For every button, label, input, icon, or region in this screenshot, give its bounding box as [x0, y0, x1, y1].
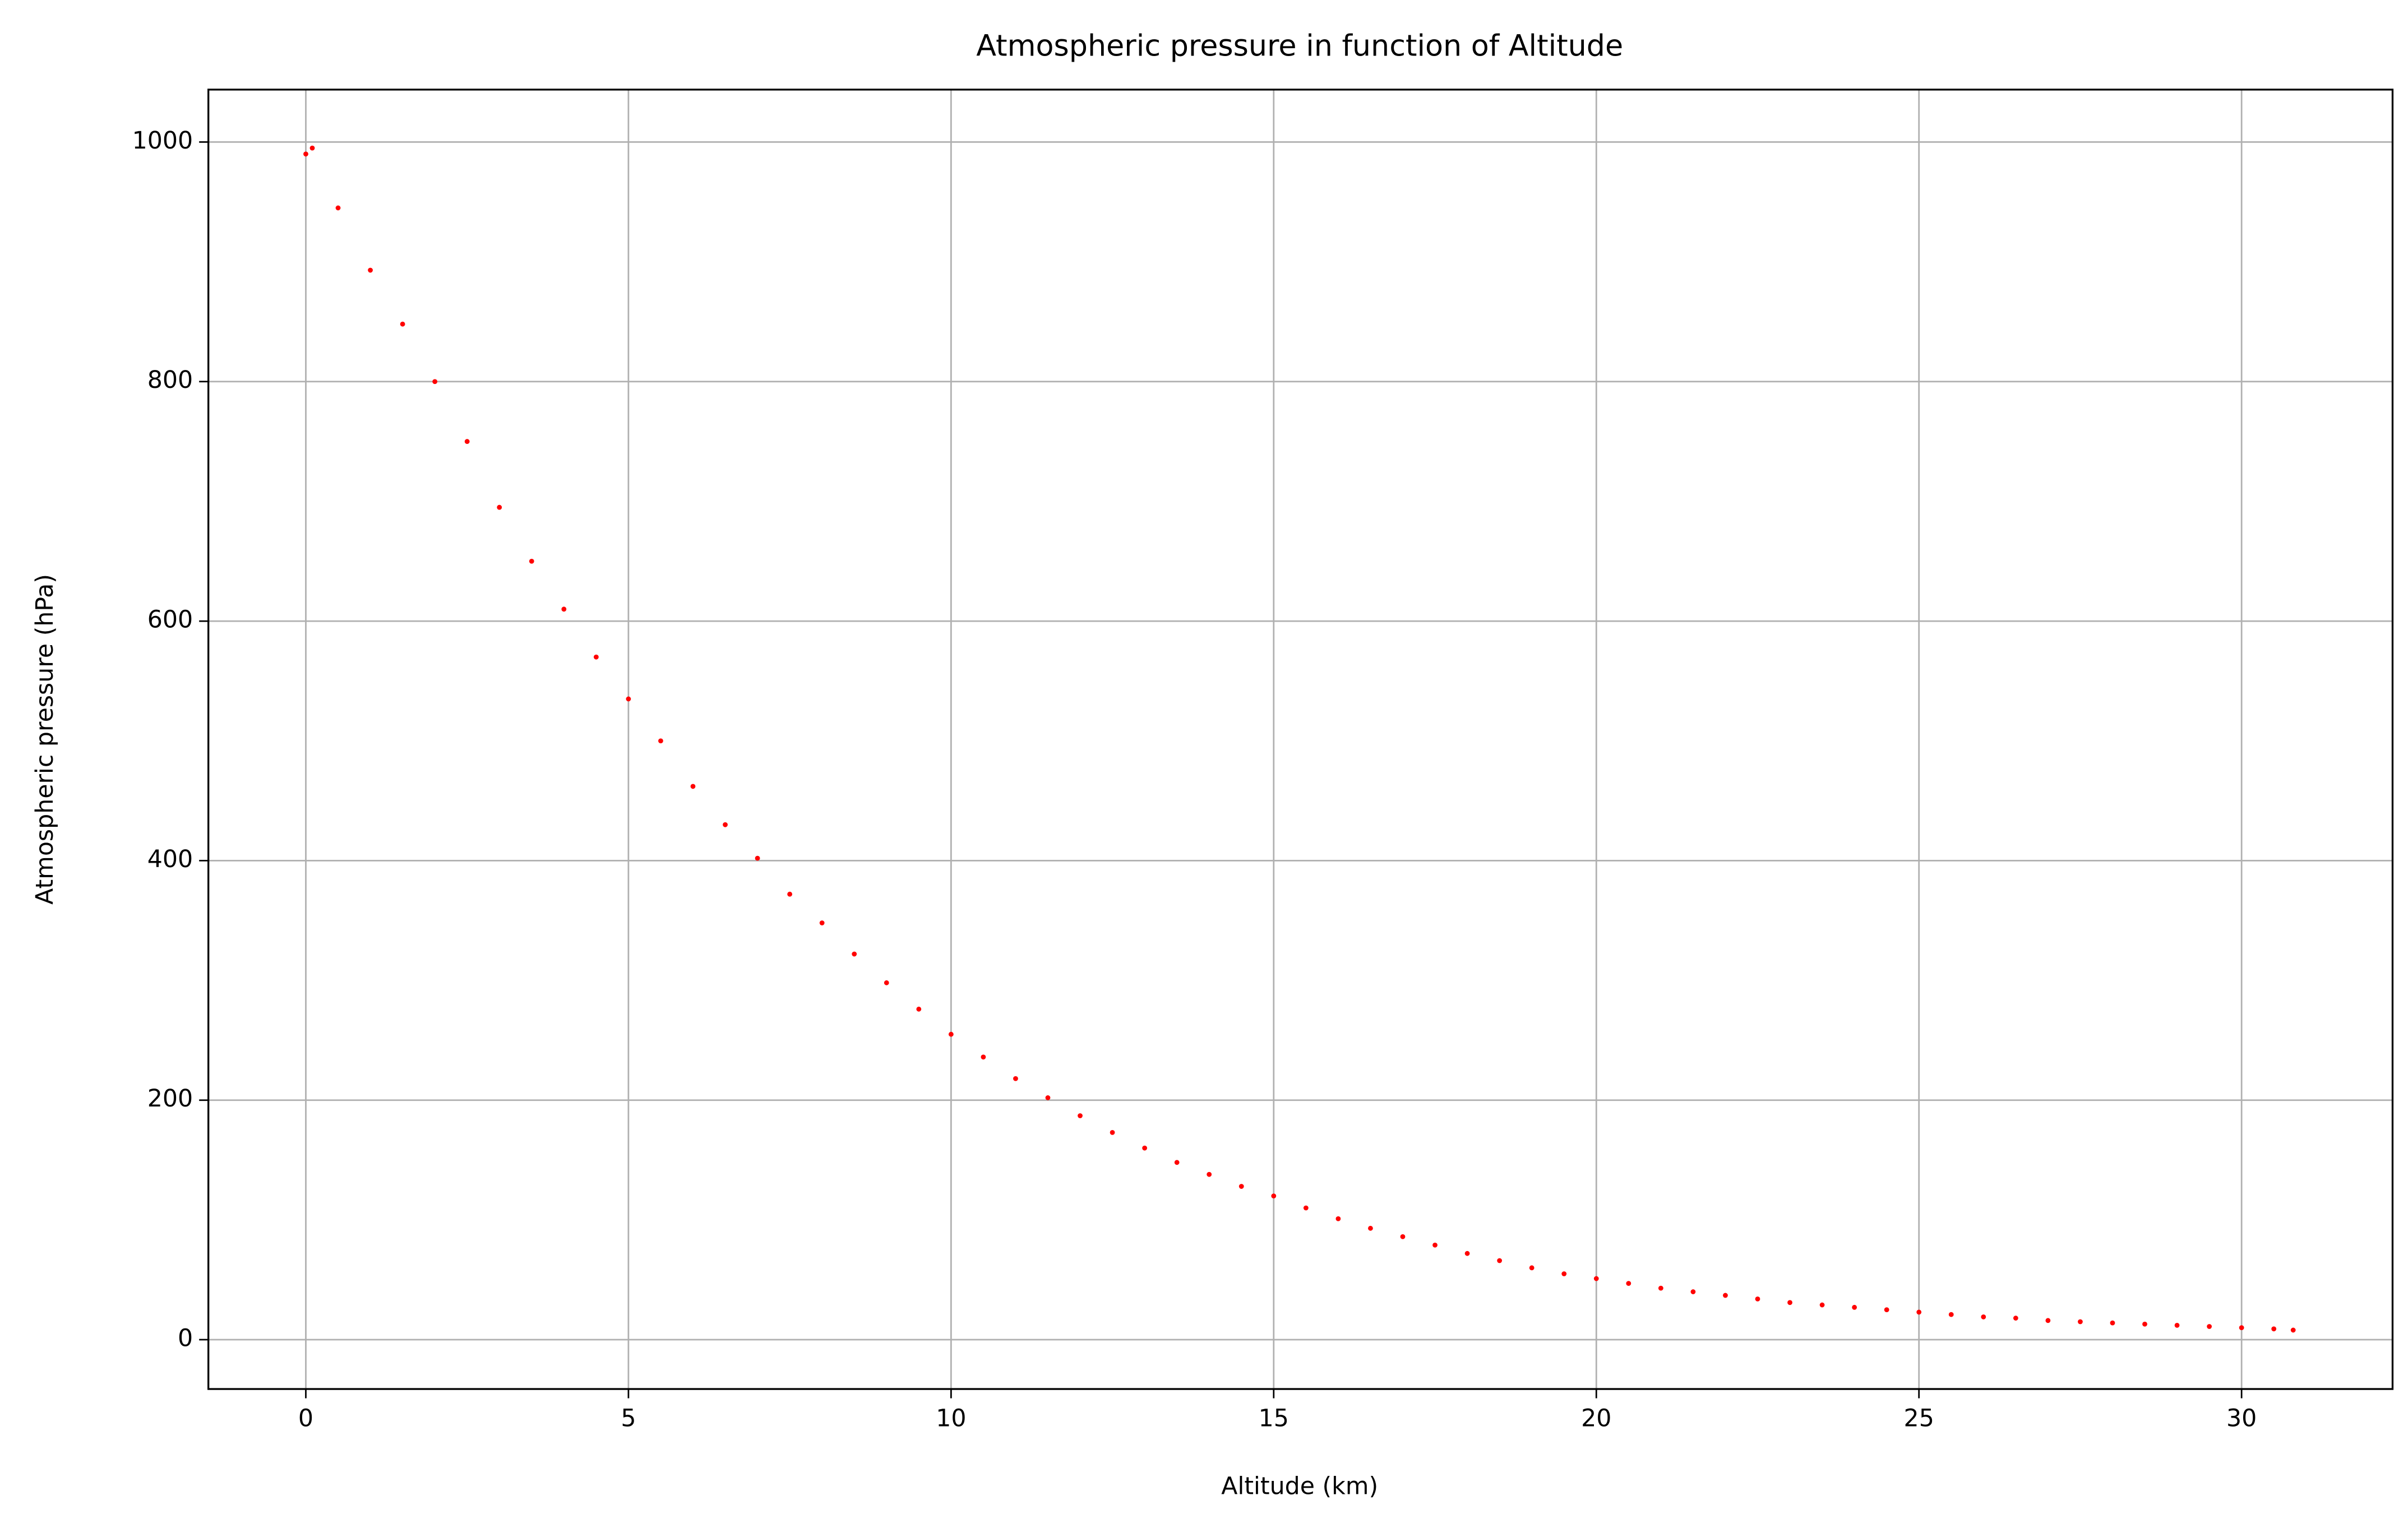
point — [1271, 1193, 1277, 1199]
point — [2271, 1326, 2277, 1332]
point — [1787, 1300, 1792, 1305]
point — [1432, 1242, 1438, 1248]
point — [1368, 1225, 1373, 1231]
point — [755, 855, 760, 861]
point — [1658, 1285, 1663, 1291]
point — [948, 1031, 954, 1037]
point — [1561, 1271, 1567, 1276]
point — [1626, 1281, 1631, 1286]
point — [1723, 1293, 1728, 1298]
point — [658, 738, 663, 744]
point — [1142, 1145, 1148, 1151]
point — [916, 1006, 922, 1012]
point — [335, 205, 341, 211]
point — [1335, 1216, 1341, 1221]
point — [2078, 1319, 2083, 1325]
point — [1013, 1076, 1018, 1081]
point — [2142, 1321, 2147, 1327]
point — [1497, 1258, 1503, 1263]
point — [787, 891, 793, 897]
point — [1110, 1129, 1115, 1135]
y-tick-label: 1000 — [132, 127, 193, 155]
point — [852, 951, 857, 957]
point — [1690, 1289, 1696, 1294]
point — [1400, 1234, 1406, 1239]
point — [2239, 1325, 2244, 1331]
x-tick-label: 25 — [1904, 1405, 1934, 1433]
point — [1593, 1276, 1599, 1281]
y-tick-label: 200 — [147, 1085, 193, 1113]
point — [884, 980, 889, 985]
point — [368, 267, 373, 273]
y-tick-label: 600 — [147, 606, 193, 634]
plot-frame — [207, 89, 2394, 1390]
point — [432, 379, 438, 385]
point — [1045, 1095, 1051, 1100]
point — [1464, 1251, 1470, 1256]
point — [464, 439, 470, 444]
y-tick-label: 0 — [178, 1325, 193, 1353]
point — [1819, 1302, 1825, 1308]
point — [1852, 1304, 1857, 1310]
x-tick-label: 5 — [621, 1405, 636, 1433]
point — [1303, 1205, 1309, 1211]
point — [1529, 1265, 1535, 1271]
point — [1916, 1309, 1922, 1315]
point — [593, 654, 599, 660]
point — [2174, 1322, 2180, 1328]
point — [561, 606, 567, 612]
point — [1078, 1113, 1083, 1118]
point — [723, 822, 728, 827]
x-axis-label: Altitude (km) — [1221, 1473, 1378, 1501]
point — [626, 696, 631, 702]
point — [1174, 1160, 1180, 1165]
marks — [303, 145, 2296, 1333]
x-tick-label: 10 — [936, 1405, 966, 1433]
point — [2110, 1320, 2115, 1326]
point — [1981, 1314, 1986, 1319]
point — [529, 558, 534, 564]
point — [2045, 1318, 2051, 1323]
point — [2207, 1324, 2212, 1329]
point — [1884, 1307, 1889, 1313]
x-tick-label: 20 — [1581, 1405, 1611, 1433]
y-tick-label: 400 — [147, 845, 193, 873]
y-axis-label: Atmospheric pressure (hPa) — [31, 574, 59, 905]
point — [1207, 1172, 1212, 1177]
x-tick-label: 15 — [1259, 1405, 1289, 1433]
point — [309, 145, 315, 151]
y-tick-label: 800 — [147, 366, 193, 394]
point — [1948, 1312, 1954, 1317]
point — [2013, 1316, 2018, 1321]
point — [1755, 1296, 1760, 1302]
x-tick-label: 0 — [298, 1405, 313, 1433]
point — [981, 1054, 986, 1060]
point — [2290, 1327, 2296, 1333]
chart-title: Atmospheric pressure in function of Alti… — [976, 29, 1623, 63]
point — [497, 504, 502, 510]
point — [400, 321, 405, 327]
point — [819, 920, 825, 925]
point — [1238, 1184, 1244, 1189]
grid — [208, 89, 2393, 1390]
point — [303, 151, 308, 157]
x-tick-label: 30 — [2226, 1405, 2257, 1433]
point — [690, 784, 696, 789]
